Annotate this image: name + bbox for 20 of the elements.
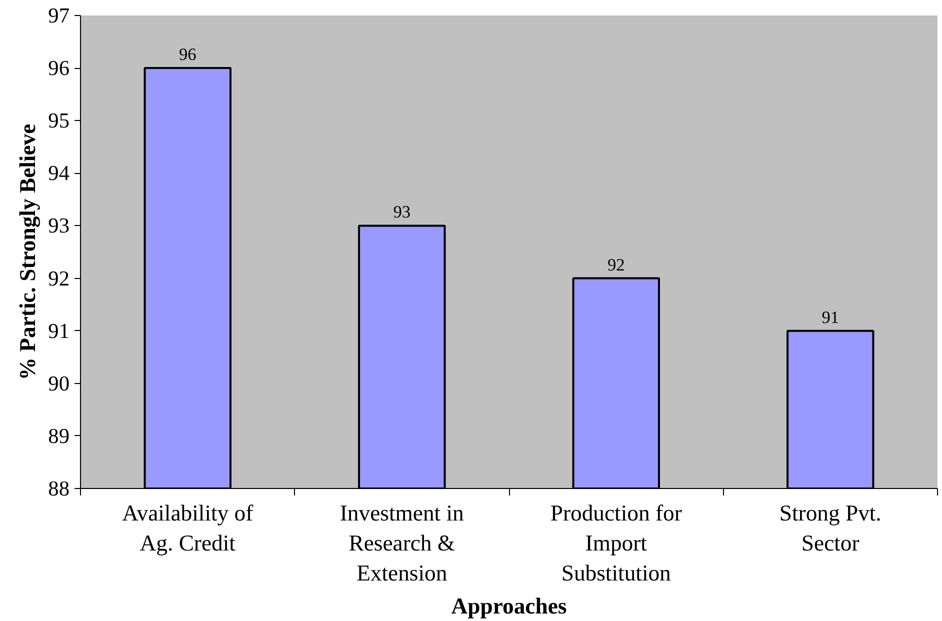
y-tick-label: 97 bbox=[48, 4, 70, 28]
y-tick-label: 94 bbox=[48, 161, 70, 186]
data-label: 96 bbox=[178, 45, 197, 64]
y-tick-label: 93 bbox=[48, 214, 70, 238]
x-tick-label: Strong Pvt. Sector bbox=[779, 500, 882, 556]
y-tick-label: 92 bbox=[48, 266, 70, 290]
y-tick-label: 90 bbox=[48, 371, 70, 396]
x-tick-label: Availability of Ag. Credit bbox=[122, 500, 254, 556]
y-axis-title: % Partic. Strongly Believe bbox=[15, 124, 40, 380]
y-tick-label: 95 bbox=[48, 108, 70, 133]
data-label: 92 bbox=[607, 255, 625, 274]
data-label: 91 bbox=[822, 308, 840, 327]
y-tick-label: 96 bbox=[48, 56, 70, 80]
x-tick-label: Investment in Research & Extension bbox=[340, 500, 464, 586]
y-tick-label: 88 bbox=[48, 476, 70, 500]
data-label: 93 bbox=[393, 202, 411, 222]
x-axis-title: Approaches bbox=[451, 594, 567, 618]
x-tick-label: Production for Import Substitution bbox=[550, 500, 682, 586]
y-tick-label: 89 bbox=[48, 424, 70, 448]
y-tick-label: 91 bbox=[48, 318, 70, 343]
